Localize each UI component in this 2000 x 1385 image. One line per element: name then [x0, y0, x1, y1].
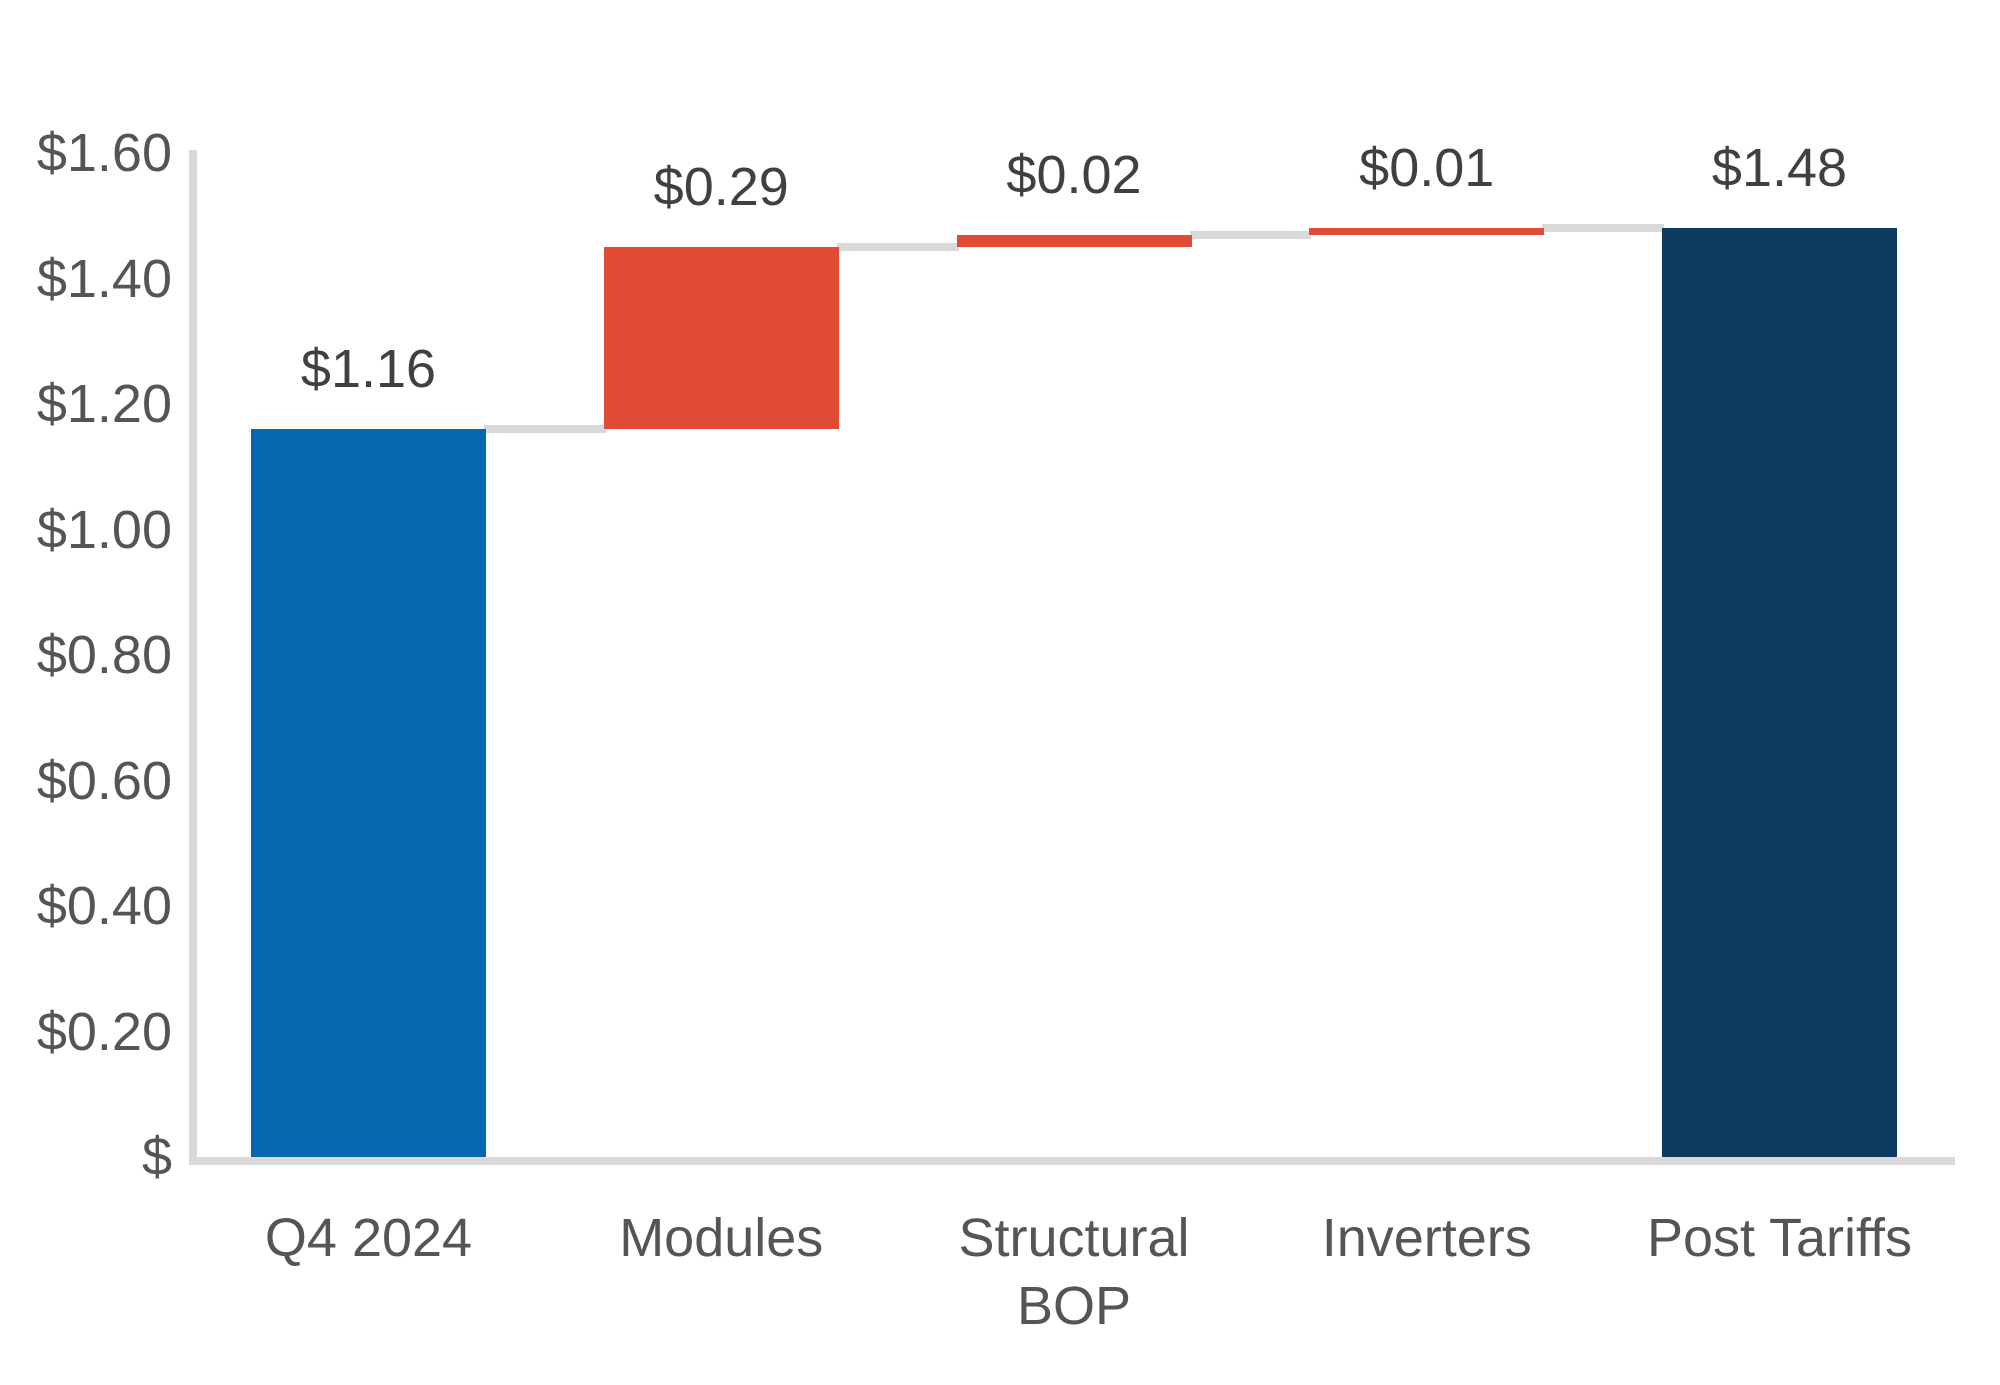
x-axis-category-label: Structural BOP: [958, 1208, 1190, 1336]
y-axis-tick-label: $0.20: [36, 1001, 172, 1062]
y-axis-tick-label: $0.60: [36, 750, 172, 811]
y-axis-tick-label: $1.20: [36, 374, 172, 434]
y-axis-tick-label: $1.00: [36, 499, 172, 560]
bar-value-label: $0.02: [1006, 144, 1142, 205]
y-axis-tick-label: $0.40: [36, 876, 172, 936]
bar-value-label: $0.29: [653, 157, 789, 218]
x-axis-category-label: Modules: [619, 1208, 824, 1268]
connector: [1542, 224, 1664, 233]
bar-value-label: $1.16: [300, 339, 437, 400]
bar-q4-2024: [251, 429, 486, 1157]
bar-value-label: $1.48: [1711, 138, 1848, 199]
y-axis-line: [189, 150, 197, 1165]
x-axis-category-label: Inverters: [1321, 1208, 1532, 1268]
x-axis-line: [189, 1157, 1955, 1165]
bar-inverters: [1309, 228, 1545, 235]
connector: [1189, 230, 1312, 239]
connector: [836, 243, 959, 252]
bar-structural-bop: [956, 234, 1192, 248]
y-axis-tick-label: $1.40: [36, 248, 172, 309]
y-axis-tick-label: $: [141, 1127, 172, 1187]
y-axis-tick-label: $1.60: [36, 123, 172, 183]
y-axis-tick-label: $0.80: [36, 625, 172, 685]
connector: [484, 425, 606, 434]
bar-post-tariffs: [1662, 228, 1897, 1157]
bar-modules: [603, 247, 839, 430]
x-axis-category-label: Q4 2024: [264, 1208, 473, 1268]
bar-value-label: $0.01: [1359, 138, 1495, 199]
x-axis-category-label: Post Tariffs: [1646, 1208, 1913, 1268]
